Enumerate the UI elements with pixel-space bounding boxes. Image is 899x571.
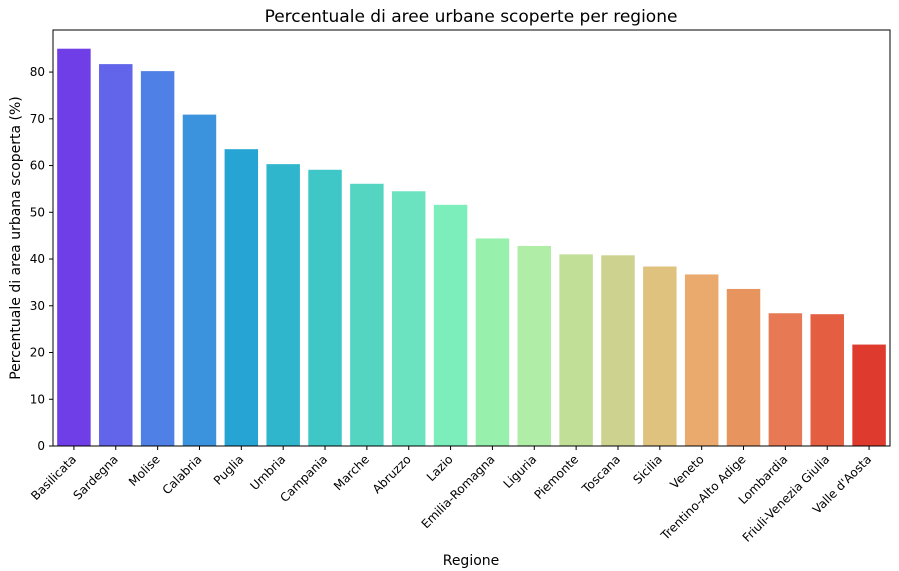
- y-tick-label: 10: [30, 392, 45, 406]
- bar-molise: [140, 71, 175, 446]
- x-tick-label: Veneto: [667, 452, 706, 491]
- x-tick-label: Lazio: [424, 452, 456, 484]
- y-tick-label: 20: [30, 346, 45, 360]
- bar-sicilia: [643, 266, 677, 446]
- y-axis-label: Percentuale di area urbana scoperta (%): [8, 96, 24, 380]
- x-tick-label: Basilicata: [28, 452, 79, 503]
- bar-valle-d-aosta: [852, 344, 886, 446]
- bar-toscana: [601, 255, 635, 446]
- bar-piemonte: [559, 254, 593, 446]
- x-tick-label: Abruzzo: [370, 452, 414, 496]
- bar-emilia-romagna: [475, 238, 510, 446]
- x-tick-label: Sardegna: [70, 452, 120, 502]
- y-tick-label: 0: [37, 439, 45, 453]
- x-tick-label: Calabria: [160, 452, 205, 497]
- bar-friuli-venezia-giulia: [810, 314, 844, 446]
- bar-campania: [308, 169, 342, 446]
- bar-trentino-alto-adige: [726, 288, 761, 446]
- y-axis-ticks: 0 10 20 30 40 50 60 70 80: [30, 65, 53, 453]
- x-tick-label: Umbria: [247, 452, 288, 493]
- bar-lombardia: [768, 313, 803, 446]
- x-tick-label: Piemonte: [531, 452, 581, 502]
- bar-puglia: [224, 149, 259, 446]
- x-tick-label: Emilia-Romagna: [419, 452, 498, 531]
- bar-abruzzo: [391, 191, 426, 446]
- bar-sardegna: [99, 64, 133, 447]
- bar-marche: [350, 183, 384, 446]
- plot-frame: [52, 29, 891, 447]
- x-tick-label: Marche: [331, 452, 372, 493]
- chart-title: Percentuale di aree urbane scoperte per …: [265, 7, 678, 27]
- y-tick-label: 80: [30, 65, 45, 79]
- x-tick-label: Puglia: [211, 452, 247, 488]
- x-axis-label: Regione: [443, 553, 500, 569]
- x-tick-label: Molise: [126, 452, 163, 489]
- x-tick-label: Liguria: [501, 452, 540, 491]
- bar-veneto: [684, 274, 719, 446]
- y-tick-label: 60: [30, 159, 45, 173]
- bar-calabria: [182, 114, 217, 446]
- x-tick-label: Sicilia: [630, 452, 665, 487]
- y-tick-label: 40: [30, 252, 45, 266]
- bar-lazio: [433, 204, 468, 446]
- y-tick-label: 50: [30, 205, 45, 219]
- y-tick-label: 70: [30, 112, 45, 126]
- bars-group: [57, 48, 886, 447]
- bar-basilicata: [57, 48, 91, 446]
- bar-liguria: [517, 245, 552, 446]
- y-tick-label: 30: [30, 299, 45, 313]
- x-tick-label: Toscana: [579, 452, 623, 496]
- bar-umbria: [266, 164, 300, 446]
